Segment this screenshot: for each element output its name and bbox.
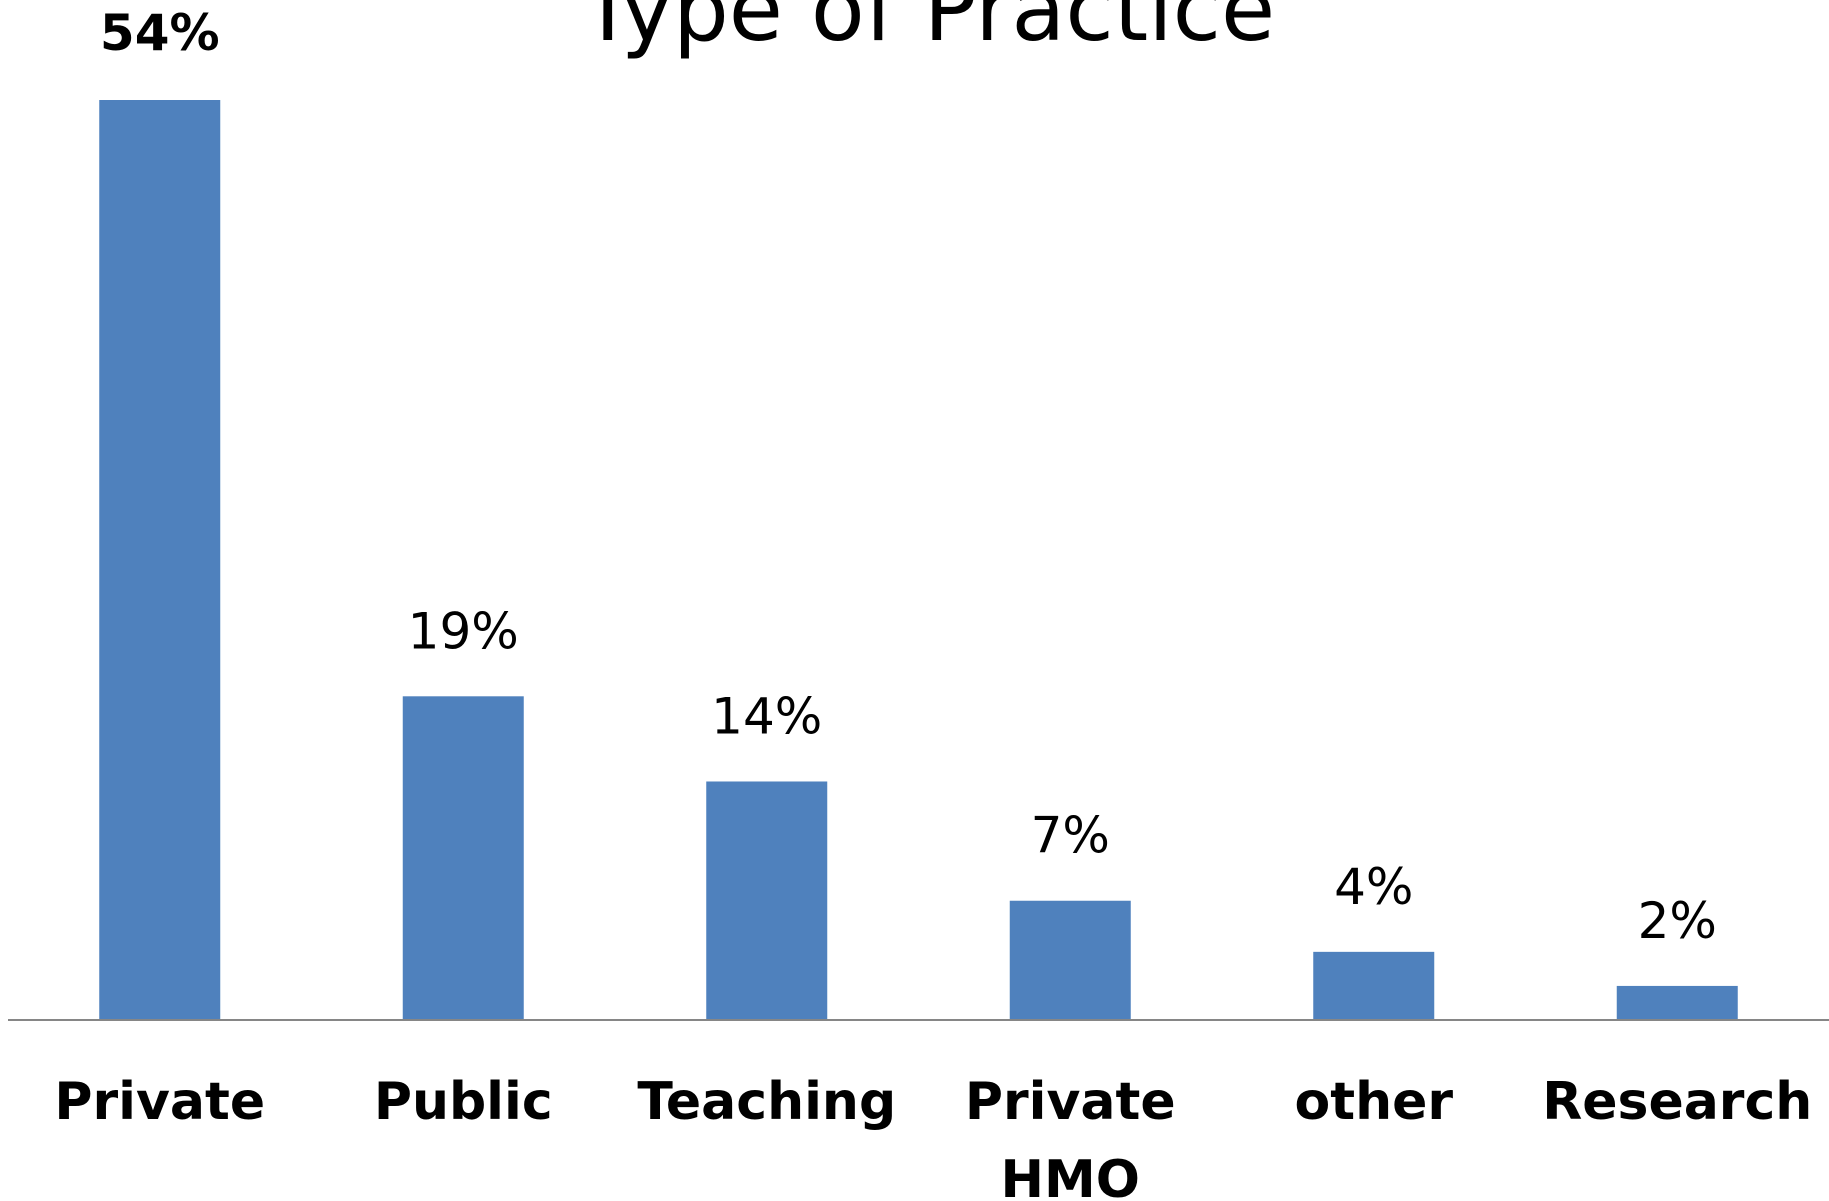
category-label: Private [965,1072,1176,1132]
category-label: other [1294,1072,1453,1132]
category-label: Public [374,1072,553,1132]
chart-title: Type of Practice [580,0,1275,61]
data-label: 2% [1638,892,1717,950]
data-label: 14% [711,687,822,745]
data-label: 19% [408,602,519,660]
category-label: Research [1542,1072,1812,1132]
bar-public [402,696,524,1020]
bar-private [99,100,221,1020]
data-label: 7% [1031,807,1110,865]
category-label: Private [54,1072,265,1132]
bar-teaching [706,781,828,1020]
category-label: Teaching [637,1072,896,1132]
bar-other [1313,951,1435,1020]
bars-group [99,100,1738,1020]
category-labels-group: Private Public Teaching Private HMO other Rese… [54,1072,1812,1201]
data-label: 54% [100,4,220,62]
bar-private-hmo [1009,900,1131,1020]
bar-research [1616,985,1738,1020]
data-label: 4% [1334,858,1413,916]
value-labels-group: 54% 19% 14% 7% 4% 2% [100,4,1717,950]
category-label: HMO [1001,1150,1140,1201]
